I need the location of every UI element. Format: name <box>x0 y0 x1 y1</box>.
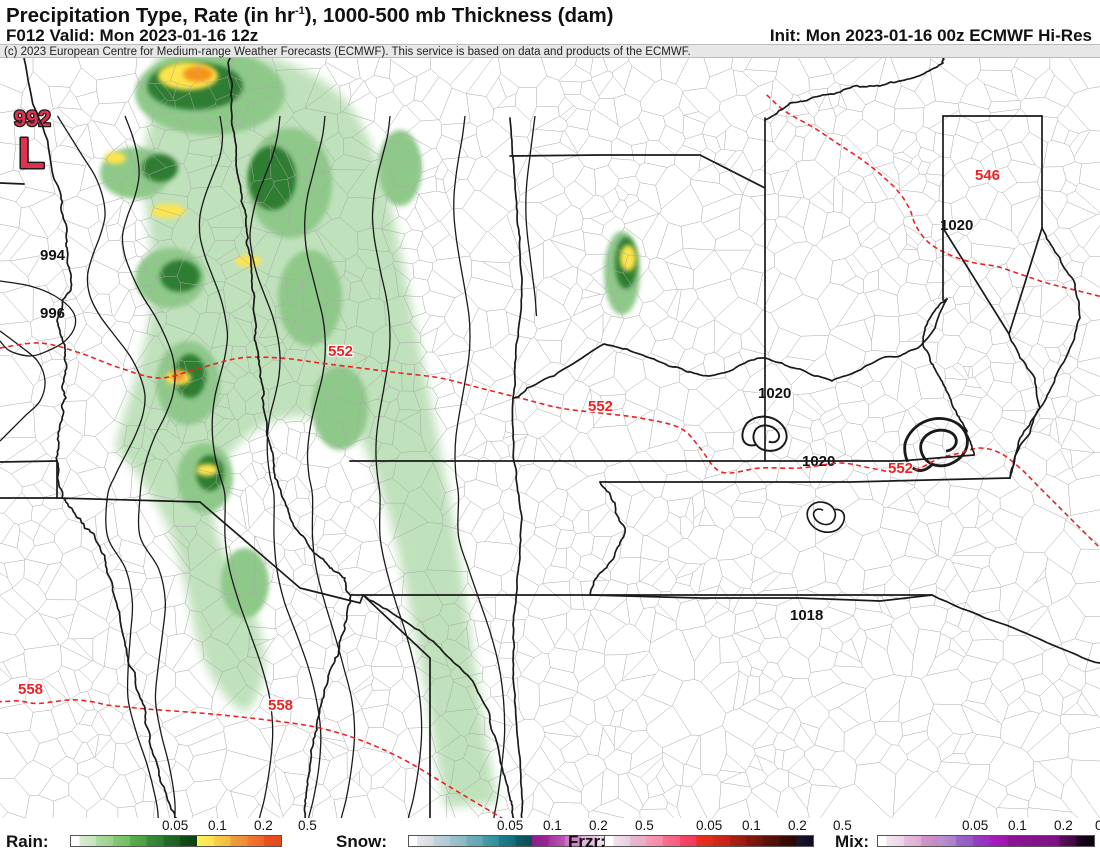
svg-text:994: 994 <box>40 247 66 264</box>
svg-text:558: 558 <box>18 681 43 698</box>
svg-text:546: 546 <box>975 167 1000 184</box>
svg-text:552: 552 <box>888 460 913 477</box>
svg-text:552: 552 <box>328 343 353 360</box>
svg-text:1018: 1018 <box>790 607 823 624</box>
svg-text:1020: 1020 <box>758 385 791 402</box>
svg-text:558: 558 <box>268 697 293 714</box>
svg-text:552: 552 <box>588 398 613 415</box>
svg-text:L: L <box>18 129 45 178</box>
svg-text:992: 992 <box>14 106 51 131</box>
svg-text:996: 996 <box>40 305 65 322</box>
